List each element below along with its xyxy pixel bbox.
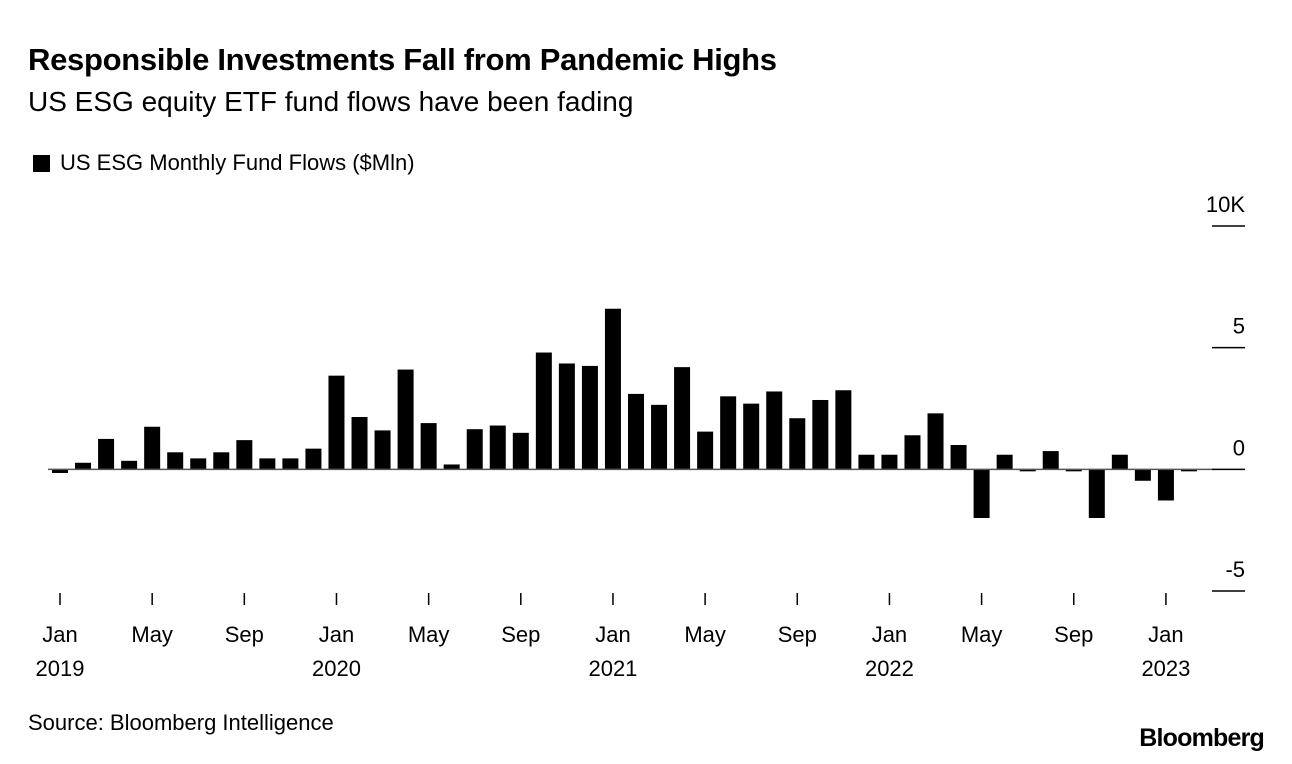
bar: [489, 425, 506, 470]
bar: [628, 393, 644, 470]
y-tick-label: 5: [1233, 314, 1245, 339]
legend-swatch: [33, 154, 50, 172]
bar: [950, 445, 967, 470]
bar: [881, 454, 898, 470]
x-tick-label: Jan: [872, 622, 907, 647]
bar: [535, 352, 552, 470]
legend: US ESG Monthly Fund Flows ($Mln): [33, 150, 415, 176]
bar: [812, 399, 829, 470]
bar: [789, 418, 806, 470]
x-tick-label: Sep: [225, 622, 264, 647]
bloomberg-logo: Bloomberg: [1139, 724, 1265, 752]
x-tick-label: Sep: [1054, 622, 1093, 647]
bar: [98, 438, 115, 470]
x-tick-label: May: [684, 622, 726, 647]
bar: [167, 452, 184, 470]
bar: [766, 391, 783, 470]
bar: [52, 469, 68, 473]
bar: [651, 404, 668, 470]
x-year-label: 2023: [1141, 656, 1190, 681]
bar: [835, 390, 852, 470]
bar: [743, 403, 760, 470]
bar: [144, 426, 161, 470]
x-tick-label: Sep: [501, 622, 540, 647]
bar: [420, 423, 437, 470]
x-tick-label: May: [961, 622, 1003, 647]
bar: [259, 458, 276, 470]
x-year-label: 2022: [865, 656, 914, 681]
source-note: Source: Bloomberg Intelligence: [28, 710, 334, 735]
x-tick-label: Jan: [42, 622, 77, 647]
y-tick-label: 0: [1233, 435, 1245, 460]
y-tick-label: 10K: [1206, 192, 1245, 217]
bar: [190, 458, 207, 470]
bar: [1042, 451, 1059, 470]
bar: [213, 452, 230, 470]
bar: [1065, 469, 1082, 472]
bar: [720, 396, 737, 470]
bar: [121, 460, 138, 470]
bar: [604, 308, 621, 470]
bar: [927, 413, 944, 470]
bar: [1019, 469, 1036, 472]
bar: [858, 454, 875, 470]
bar: [236, 440, 253, 470]
bar: [581, 365, 598, 470]
legend-label: US ESG Monthly Fund Flows ($Mln): [60, 150, 415, 175]
bar: [466, 429, 483, 470]
x-year-label: 2020: [312, 656, 361, 681]
bar: [697, 431, 714, 470]
bar: [512, 432, 529, 470]
bar: [1088, 469, 1105, 518]
bar: [1180, 469, 1197, 472]
bar: [397, 369, 414, 470]
bar: [328, 375, 345, 470]
bar: [305, 448, 322, 470]
bar: [75, 462, 92, 470]
bar: [443, 464, 460, 470]
x-tick-label: Jan: [595, 622, 630, 647]
bar: [558, 363, 575, 470]
bar: [674, 367, 691, 470]
y-tick-label: -5: [1225, 557, 1245, 582]
x-tick-label: Jan: [1148, 622, 1183, 647]
bar: [282, 458, 299, 470]
bar: [351, 417, 368, 470]
x-tick-label: May: [131, 622, 173, 647]
x-year-label: 2019: [36, 656, 85, 681]
bar: [1157, 469, 1174, 501]
bar: [1111, 454, 1128, 470]
x-tick-label: May: [408, 622, 450, 647]
chart-subtitle: US ESG equity ETF fund flows have been f…: [28, 86, 634, 117]
x-tick-label: Sep: [778, 622, 817, 647]
bar: [973, 469, 990, 518]
bar: [904, 435, 921, 470]
bar: [374, 430, 391, 470]
x-tick-label: Jan: [319, 622, 354, 647]
bar: [996, 454, 1013, 470]
bar: [1134, 469, 1151, 481]
chart-title: Responsible Investments Fall from Pandem…: [28, 42, 777, 77]
x-year-label: 2021: [588, 656, 637, 681]
